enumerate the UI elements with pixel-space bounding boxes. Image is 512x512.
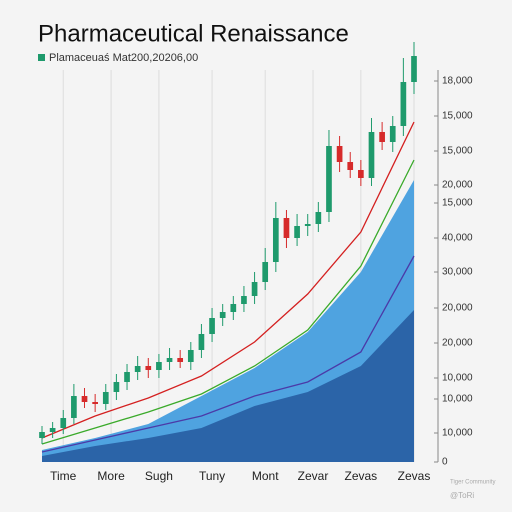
candle-body [272, 218, 279, 262]
x-tick-label: Sugh [145, 469, 173, 483]
x-tick-label: Zevar [298, 469, 329, 483]
y-tick-label: 20,000 [442, 303, 473, 314]
candle-body [368, 132, 375, 178]
candle-body [283, 218, 290, 238]
candle-body [134, 366, 141, 372]
y-tick-label: 20,000 [442, 338, 473, 349]
candle-body [39, 432, 45, 438]
candle-body [379, 132, 385, 142]
candle-body [315, 212, 322, 224]
candle-body [177, 358, 184, 362]
candle-body [400, 82, 407, 126]
x-tick-label: Zevas [345, 469, 378, 483]
x-tick-label: Tuny [199, 469, 225, 483]
legend-swatch [38, 54, 45, 61]
subtitle: Plamaceuaś Mat200,20206,00 [49, 52, 198, 64]
candle-body [262, 262, 269, 282]
candle-body [294, 226, 300, 238]
candle-body [304, 224, 311, 226]
y-tick-label: 40,000 [442, 233, 473, 244]
candle-body [411, 56, 417, 82]
candle-body [358, 170, 364, 178]
candle-body [145, 366, 152, 370]
candle-body [326, 146, 332, 212]
y-tick-label: 15,000 [442, 198, 473, 209]
candle-body [156, 362, 162, 370]
watermark: @ToRi [450, 491, 474, 500]
y-tick-label: 18,000 [442, 76, 473, 87]
line [41, 255, 415, 453]
candle-body [347, 162, 354, 170]
y-tick-label: 0 [442, 457, 448, 468]
line [41, 121, 415, 439]
candle-body [92, 402, 98, 404]
candle-body [102, 392, 109, 404]
x-tick-label: Time [50, 469, 77, 483]
candle-body [251, 282, 258, 296]
watermark: Tiger Community [450, 480, 495, 486]
y-tick-label: 20,000 [442, 180, 473, 191]
y-tick-label: 10,000 [442, 428, 473, 439]
candle-body [209, 318, 215, 334]
candle-body [198, 334, 205, 350]
x-tick-label: More [97, 469, 125, 483]
y-tick-label: 10,000 [442, 373, 473, 384]
candle-body [241, 296, 247, 304]
candle-body [166, 358, 173, 362]
candle-body [187, 350, 194, 362]
candle-body [49, 428, 56, 432]
area [42, 310, 414, 462]
y-tick-label: 15,000 [442, 146, 473, 157]
candle-body [219, 312, 226, 318]
x-tick-label: Mont [252, 469, 279, 483]
candle-body [124, 372, 130, 382]
line [41, 159, 415, 445]
y-tick-label: 10,000 [442, 394, 473, 405]
candle-body [71, 396, 77, 418]
candle-body [389, 126, 396, 142]
candle-body [230, 304, 237, 312]
chart-title: Pharmaceutical Renaissance [38, 20, 349, 47]
candle-body [81, 396, 88, 402]
candle-body [60, 418, 67, 428]
x-tick-label: Zevas [398, 469, 431, 483]
y-tick-label: 15,000 [442, 111, 473, 122]
candle-body [336, 146, 343, 162]
candle-body [113, 382, 120, 392]
y-tick-label: 30,000 [442, 267, 473, 278]
